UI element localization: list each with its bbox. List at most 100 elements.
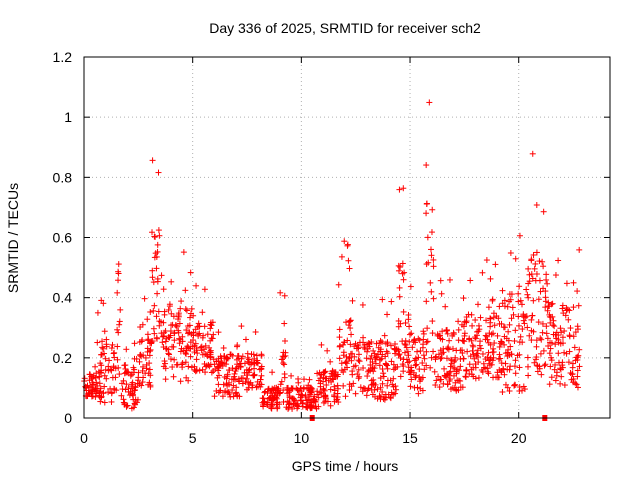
data-point — [342, 393, 349, 400]
data-point — [459, 337, 466, 344]
data-point — [117, 306, 124, 313]
data-point — [285, 404, 292, 411]
data-point — [209, 319, 216, 326]
data-point — [558, 373, 565, 380]
data-point — [223, 361, 230, 368]
data-point — [115, 329, 122, 336]
data-point — [196, 330, 203, 337]
data-point — [130, 404, 137, 411]
data-point — [457, 363, 464, 370]
data-point — [397, 373, 404, 380]
data-point — [99, 338, 106, 345]
data-point — [253, 384, 260, 391]
data-point — [575, 302, 582, 309]
data-point — [109, 341, 116, 348]
data-point — [404, 359, 411, 366]
data-point — [540, 208, 547, 215]
data-point — [259, 395, 266, 402]
data-point — [123, 381, 130, 388]
data-point — [485, 349, 492, 356]
data-point — [405, 352, 412, 359]
data-point — [528, 271, 535, 278]
data-point — [116, 371, 123, 378]
data-point — [147, 382, 154, 389]
data-point — [186, 322, 193, 329]
data-point — [215, 381, 222, 388]
data-point — [329, 368, 336, 375]
data-point — [86, 371, 93, 378]
data-point — [372, 354, 379, 361]
data-point — [512, 255, 519, 262]
data-point — [108, 345, 115, 352]
data-point — [444, 330, 451, 337]
data-point — [345, 257, 352, 264]
data-point — [484, 336, 491, 343]
data-point — [161, 308, 168, 315]
data-point — [549, 300, 556, 307]
data-point — [101, 328, 108, 335]
data-point — [355, 351, 362, 358]
data-point — [573, 381, 580, 388]
data-point — [427, 279, 434, 286]
data-point — [515, 290, 522, 297]
x-tick-label: 10 — [294, 430, 310, 446]
data-point — [346, 318, 353, 325]
data-point — [165, 350, 172, 357]
data-point — [168, 322, 175, 329]
data-point — [188, 364, 195, 371]
data-point — [276, 401, 283, 408]
data-point — [402, 342, 409, 349]
data-point — [512, 357, 519, 364]
data-point — [315, 394, 322, 401]
data-point — [415, 335, 422, 342]
data-point — [463, 314, 470, 321]
data-point — [147, 308, 154, 315]
data-point — [98, 351, 105, 358]
y-tick-label: 0 — [64, 410, 72, 426]
data-point — [497, 355, 504, 362]
data-point — [430, 263, 437, 270]
data-point — [355, 366, 362, 373]
data-point — [520, 383, 527, 390]
data-point — [470, 343, 477, 350]
data-point — [496, 303, 503, 310]
data-point — [496, 351, 503, 358]
data-point — [424, 325, 431, 332]
data-point — [550, 331, 557, 338]
data-point — [407, 368, 414, 375]
data-point — [115, 261, 122, 268]
data-point — [437, 277, 444, 284]
data-point — [450, 331, 457, 338]
data-point — [483, 317, 490, 324]
data-point — [559, 359, 566, 366]
data-point — [359, 301, 366, 308]
data-point — [400, 185, 407, 192]
data-point — [538, 371, 545, 378]
data-point — [151, 302, 158, 309]
data-point — [242, 336, 249, 343]
data-point — [528, 337, 535, 344]
data-point — [429, 318, 436, 325]
data-point — [190, 312, 197, 319]
data-point — [343, 358, 350, 365]
data-point — [483, 333, 490, 340]
data-point — [215, 355, 222, 362]
data-point — [432, 356, 439, 363]
data-point — [568, 376, 575, 383]
data-point — [146, 366, 153, 373]
data-point — [378, 355, 385, 362]
data-point — [536, 258, 543, 265]
data-point — [195, 320, 202, 327]
data-point — [459, 384, 466, 391]
data-point — [338, 360, 345, 367]
data-point — [383, 348, 390, 355]
data-point — [351, 353, 358, 360]
data-point — [177, 305, 184, 312]
data-point — [338, 253, 345, 260]
data-point — [455, 326, 462, 333]
data-point — [122, 362, 129, 369]
data-point — [365, 340, 372, 347]
data-point — [466, 336, 473, 343]
data-point — [323, 381, 330, 388]
data-point — [463, 367, 470, 374]
